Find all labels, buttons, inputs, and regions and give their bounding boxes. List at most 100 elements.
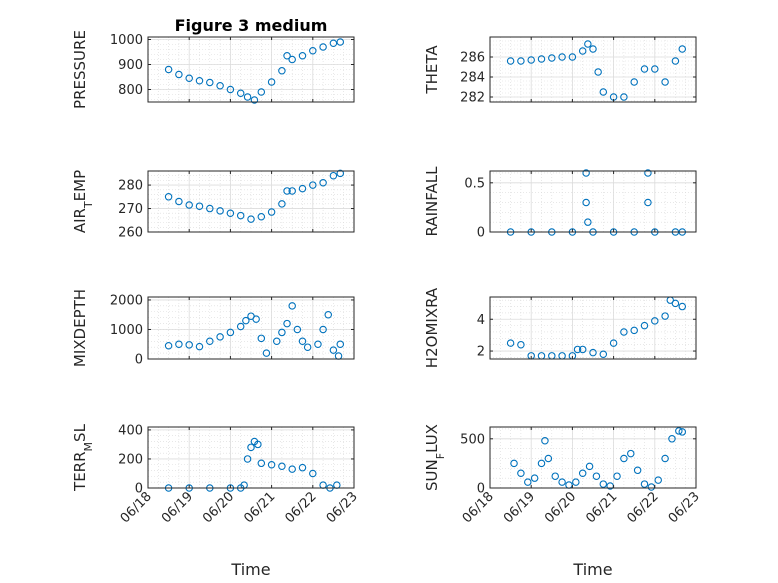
data-point [314,340,322,348]
data-point [678,302,687,311]
axes-box [147,426,355,489]
data-point [558,53,566,61]
axes-box [489,296,697,360]
data-point [206,204,214,213]
y-axis-label: AIRTEMP [71,170,95,233]
data-point [654,476,662,484]
axes-box [489,426,697,489]
data-point [298,184,307,193]
data-point [226,85,235,94]
data-point [267,208,276,216]
data-point [252,315,260,323]
y-tick-label: 200 [118,452,143,467]
data-point [633,466,642,475]
axes-pressure: 800 900 1000 PRESSURE [71,30,355,109]
data-point [548,54,556,62]
axes-box [147,36,355,103]
data-point [226,209,235,217]
y-tick-label: 260 [118,226,143,241]
data-point [671,57,680,65]
data-point [216,207,224,215]
data-point [568,53,577,61]
data-point [288,465,296,473]
data-point [517,340,525,349]
x-tick-label: 06/21 [583,489,620,526]
data-point [627,449,635,458]
data-point [582,169,590,177]
y-tick-label: 800 [118,83,143,98]
data-point [267,78,276,86]
y-tick-label: 2 [477,345,485,360]
data-point [236,89,245,98]
data-point [164,193,173,201]
y-tick-label: 400 [118,423,143,438]
data-point [517,57,525,65]
data-point [195,77,204,85]
y-tick-label: 0 [135,482,143,497]
y-axis-label: TERRMSL [71,423,95,492]
data-point [506,57,515,65]
data-point [661,312,669,320]
data-point [243,455,252,463]
y-axis-label: RAINFALL [423,166,441,237]
data-point [319,178,327,187]
data-point [309,46,317,55]
axes-box [489,170,697,233]
x-tick-label: 06/22 [283,489,320,526]
data-point [272,337,281,346]
y-tick-label: 900 [118,58,143,73]
data-point [671,299,680,308]
data-point [524,478,532,486]
data-point [236,211,245,220]
data-point [278,328,286,337]
x-tick-label: 06/22 [625,489,662,526]
data-point [164,341,173,350]
data-point [329,346,338,354]
x-tick-label: 06/23 [324,489,361,526]
y-tick-label: 0.5 [464,176,485,191]
y-axis-label: H2OMIXRA [423,287,441,368]
data-point [309,469,317,478]
x-tick-label: 06/19 [501,489,538,526]
data-point [510,459,518,468]
data-point [661,454,669,463]
data-point [630,326,638,335]
data-point [288,302,296,310]
data-point [247,215,255,223]
data-point [262,349,271,357]
data-point [216,82,224,90]
axes-rainfall: 0 0.5 RAINFALL [423,166,697,241]
x-axis-label: Time [230,560,270,579]
y-axis-label: MIXDEPTH [71,289,89,367]
data-point [175,340,183,348]
y-tick-label: 0 [477,226,485,241]
data-point [278,462,286,470]
x-tick-label: 06/21 [241,489,278,526]
data-point [544,454,553,463]
data-point [651,65,659,73]
data-point [661,78,669,86]
data-point [620,328,628,336]
data-point [578,345,587,354]
data-point [250,96,259,104]
data-point [599,88,608,96]
data-point [298,337,307,346]
data-point [537,55,546,63]
data-point [257,213,266,221]
data-point [599,480,608,488]
data-point [336,38,345,46]
data-point [324,310,332,319]
data-point [283,319,291,328]
data-point [630,78,638,86]
data-point [236,322,245,331]
data-point [216,333,224,341]
data-point [257,88,266,96]
axes-mixdepth: 0 1000 2000 MIXDEPTH [71,289,355,368]
y-tick-label: 286 [460,51,485,66]
data-point [185,201,193,209]
axes-h2omixra: 2 4 H2OMIXRA [423,287,697,368]
y-axis-label: PRESSURE [71,30,89,109]
y-tick-label: 0 [477,482,485,497]
